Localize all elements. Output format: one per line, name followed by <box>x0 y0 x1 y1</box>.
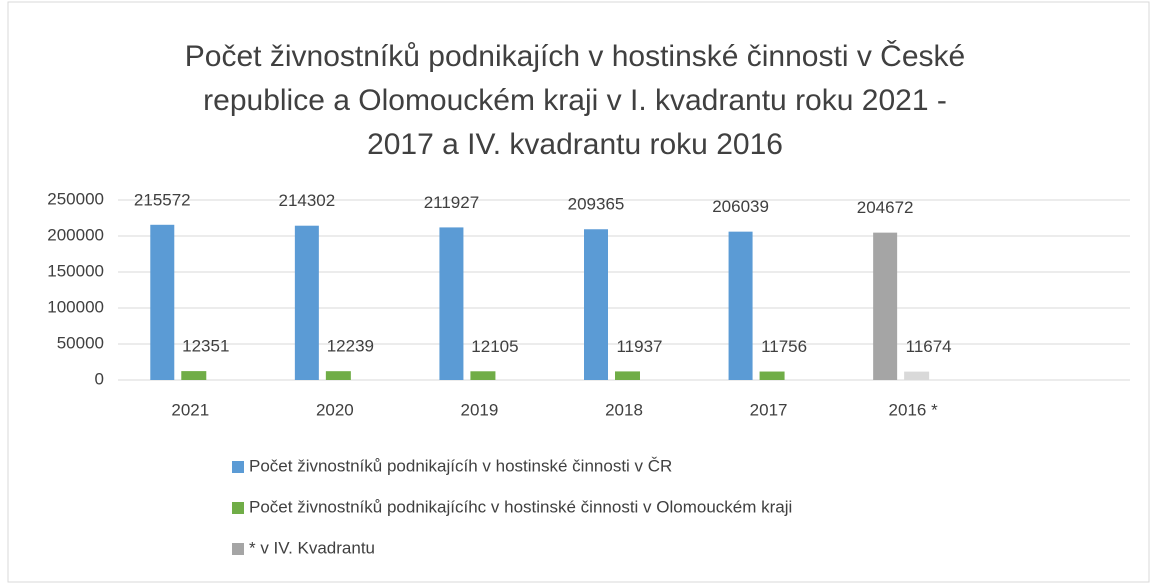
data-label: 12351 <box>182 337 229 356</box>
x-tick-label: 2019 <box>461 400 499 419</box>
x-tick-label: 2018 <box>605 400 643 419</box>
legend-label: * v IV. Kvadrantu <box>249 538 375 557</box>
bar <box>904 371 930 380</box>
y-tick-label: 100000 <box>47 297 104 316</box>
chart-title: Počet živnostníků podnikajích v hostinsk… <box>185 39 965 73</box>
bar <box>150 224 175 380</box>
legend-swatch <box>232 461 244 473</box>
data-label: 214302 <box>278 191 335 210</box>
legend-label: Počet živnostníků podnikajícíh v hostins… <box>249 456 672 475</box>
data-label: 11756 <box>761 337 807 356</box>
bar <box>294 225 319 380</box>
data-label: 12105 <box>471 337 518 356</box>
y-tick-label: 150000 <box>47 261 104 280</box>
legend-swatch <box>232 543 244 555</box>
data-label: 206039 <box>712 197 769 216</box>
data-label: 209365 <box>568 195 625 214</box>
legend-label: Počet živnostníků podnikajícíhc v hostin… <box>249 497 792 516</box>
bar <box>181 371 207 380</box>
x-tick-label: 2020 <box>316 400 354 419</box>
y-tick-label: 250000 <box>47 189 104 208</box>
chart-title: republice a Olomouckém kraji v I. kvadra… <box>203 84 947 117</box>
x-tick-label: 2021 <box>171 400 209 419</box>
y-tick-label: 0 <box>95 369 104 388</box>
bar <box>439 227 464 380</box>
bar <box>728 231 753 380</box>
data-label: 215572 <box>134 190 191 209</box>
bar <box>873 232 898 380</box>
y-tick-label: 200000 <box>47 225 104 244</box>
x-tick-label: 2016 * <box>889 400 939 419</box>
bar <box>470 371 496 380</box>
data-label: 204672 <box>857 198 914 217</box>
chart-title: 2017 a IV. kvadrantu roku 2016 <box>367 128 783 161</box>
x-tick-label: 2017 <box>750 400 788 419</box>
bar <box>615 371 640 380</box>
y-tick-label: 50000 <box>57 333 104 352</box>
bar <box>759 371 785 380</box>
legend-swatch <box>232 502 244 514</box>
data-label: 12239 <box>327 337 374 356</box>
bar <box>325 371 351 380</box>
data-label: 11937 <box>616 337 662 356</box>
data-label: 211927 <box>424 193 479 212</box>
data-label: 11674 <box>906 337 952 356</box>
bar <box>584 229 608 380</box>
chart-border <box>7 1 1150 583</box>
